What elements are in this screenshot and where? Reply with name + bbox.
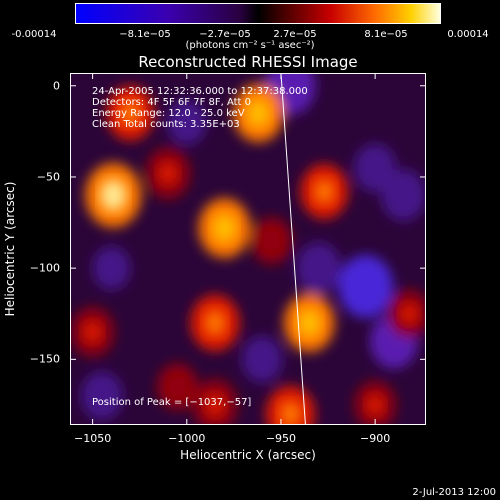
emission-trough <box>167 99 207 145</box>
heatmap <box>70 73 426 425</box>
emission-peak-core <box>100 179 127 211</box>
colorbar-tick: 2.7e−05 <box>273 29 317 40</box>
y-tick-label: −150 <box>29 352 60 366</box>
emission-peak-core <box>297 309 321 337</box>
plot-area <box>70 73 426 425</box>
colorbar-tick: -0.00014 <box>11 29 57 40</box>
emission-peak-core <box>366 394 385 416</box>
timestamp: 2-Jul-2013 12:00 <box>412 487 496 498</box>
emission-peak-core <box>262 230 281 252</box>
emission-peak-core <box>313 178 335 205</box>
x-axis-label: Heliocentric X (arcsec) <box>180 448 316 462</box>
y-tick-label: −100 <box>29 261 60 275</box>
emission-trough <box>81 371 124 420</box>
x-tick-label: −900 <box>360 432 391 445</box>
plot-border <box>70 73 426 425</box>
emission-peak-core <box>83 320 103 344</box>
emission-peak-core <box>212 213 237 243</box>
emission-peak-core <box>400 302 419 325</box>
emission-trough <box>338 254 394 318</box>
colorbar-tick: 8.1e−05 <box>364 29 408 40</box>
emission-trough <box>92 246 131 290</box>
emission-peak-core <box>168 376 186 398</box>
x-tick-label: −950 <box>265 432 297 445</box>
annotation-energy: Energy Range: 12.0 - 25.0 keV <box>92 108 245 119</box>
y-axis-label: Heliocentric Y (arcsec) <box>3 181 17 317</box>
x-tick-label: −1000 <box>168 432 206 445</box>
emission-trough <box>296 242 342 294</box>
chart-title: Reconstructed RHESSI Image <box>138 53 358 71</box>
emission-peak-core <box>279 400 302 425</box>
emission-peak-core <box>158 161 178 186</box>
emission-trough <box>380 169 426 221</box>
colorbar-tick: −2.7e−05 <box>199 29 251 40</box>
colorbar <box>75 3 441 24</box>
annotation-peak: Position of Peak = [−1037,−57] <box>92 397 252 408</box>
annotation-detectors: Detectors: 4F 5F 6F 7F 8F, Att 0 <box>92 97 252 108</box>
emission-peak-core <box>119 100 141 126</box>
annotation-clean: Clean Total counts: 3.35E+03 <box>92 119 240 130</box>
annotation-time: 24-Apr-2005 12:32:36.000 to 12:37:38.000 <box>92 86 308 97</box>
x-tick-label: −1050 <box>73 432 112 445</box>
solar-limb-line <box>280 73 306 425</box>
colorbar-tick: 0.00014 <box>447 29 489 40</box>
emission-peak-core <box>205 393 225 417</box>
colorbar-units: (photons cm⁻² s⁻¹ asec⁻²) <box>185 40 315 51</box>
emission-peak-core <box>204 309 227 337</box>
colorbar-tick: −8.1e−05 <box>119 29 171 40</box>
y-tick-label: 0 <box>53 79 60 93</box>
emission-trough <box>241 335 283 383</box>
y-tick-label: −50 <box>36 170 60 184</box>
emission-peak-core <box>246 99 270 127</box>
